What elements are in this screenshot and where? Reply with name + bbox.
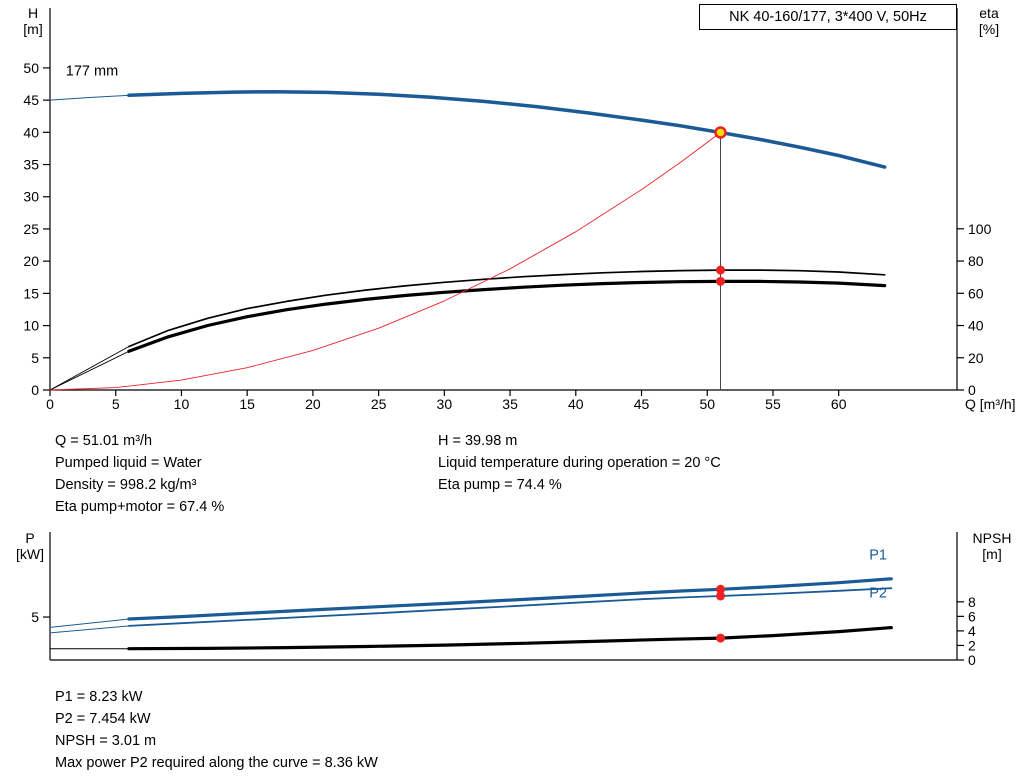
axis-tick-label: 2 — [968, 637, 976, 653]
axis-tick-label: 30 — [437, 396, 453, 412]
axis-tick-label: 20 — [23, 253, 39, 269]
axis-tick-label: 30 — [23, 189, 39, 205]
curve-eta-pump-motor-curve-lead — [49, 350, 130, 391]
info-line-p1: P1 = 8.23 kW — [55, 689, 143, 705]
axis-tick-label: 35 — [502, 396, 518, 412]
info-line-h: H = 39.98 m — [438, 433, 518, 449]
power-info: P1 = 8.23 kW P2 = 7.454 kW NPSH = 3.01 m… — [55, 686, 378, 774]
axis-tick-label: 45 — [634, 396, 650, 412]
axis-tick-label: 6 — [968, 608, 976, 624]
y-right-axis-label: eta — [979, 5, 999, 21]
curve-npsh-curve — [127, 625, 893, 651]
axis-tick-label: 40 — [568, 396, 584, 412]
curve-p1-curve-lead — [49, 618, 130, 628]
p2-dot — [716, 591, 726, 601]
axis-tick-label: 4 — [968, 623, 976, 639]
impeller-diameter-label: 177 mm — [66, 64, 118, 80]
p1-label: P1 — [869, 547, 887, 563]
curve-p1-curve — [127, 577, 893, 621]
eta-pump-motor-dot — [716, 276, 726, 286]
axis-tick-label: 8 — [968, 594, 976, 610]
x-axis-label: Q [m³/h] — [965, 396, 1016, 412]
axis-tick-label: 35 — [23, 157, 39, 173]
axis-tick-label: 50 — [23, 60, 39, 76]
y-left-axis-label: P — [25, 530, 34, 546]
axis-tick-label: 100 — [968, 221, 992, 237]
axis-tick-label: 60 — [968, 285, 984, 301]
y-right-axis-label: [%] — [979, 21, 999, 37]
curve-eta-pump-curve — [128, 269, 886, 348]
info-line-liquid: Pumped liquid = Water — [55, 455, 202, 471]
duty-info-right: H = 39.98 m Liquid temperature during op… — [438, 430, 721, 496]
curve-p2-curve-lead — [49, 625, 130, 634]
y-right-axis-label: [m] — [982, 546, 1001, 562]
axis-tick-label: 15 — [239, 396, 255, 412]
axis-tick-label: 50 — [699, 396, 715, 412]
axis-tick-label: 0 — [968, 652, 976, 668]
y-right-axis-label: NPSH — [973, 530, 1012, 546]
pump-title-box: NK 40-160/177, 3*400 V, 50Hz — [699, 4, 957, 30]
info-line-temperature: Liquid temperature during operation = 20… — [438, 455, 721, 471]
axis-tick-label: 0 — [46, 396, 54, 412]
axis-tick-label: 45 — [23, 92, 39, 108]
axis-tick-label: 55 — [765, 396, 781, 412]
eta-pump-dot — [716, 265, 726, 275]
p1-dot — [716, 584, 726, 594]
info-line-density: Density = 998.2 kg/m³ — [55, 477, 197, 493]
axis-tick-label: 60 — [831, 396, 847, 412]
axis-tick-label: 10 — [23, 318, 39, 334]
info-line-max-power: Max power P2 required along the curve = … — [55, 755, 378, 771]
axis-tick-label: 40 — [23, 124, 39, 140]
info-line-npsh: NPSH = 3.01 m — [55, 733, 157, 749]
pump-title: NK 40-160/177, 3*400 V, 50Hz — [729, 9, 927, 25]
axis-tick-label: 5 — [112, 396, 120, 412]
info-line-eta-pump-motor: Eta pump+motor = 67.4 % — [55, 499, 225, 515]
info-line-p2: P2 = 7.454 kW — [55, 711, 151, 727]
curve-eta-pump-motor-curve — [127, 279, 887, 353]
axis-tick-label: 10 — [174, 396, 190, 412]
curve-eta-pump-curve-lead — [49, 346, 130, 391]
axis-tick-label: 5 — [31, 350, 39, 366]
axis-tick-label: 0 — [31, 382, 39, 398]
y-left-axis-label: H — [28, 5, 38, 21]
info-line-q: Q = 51.01 m³/h — [55, 433, 153, 449]
axis-tick-label: 20 — [305, 396, 321, 412]
p2-label: P2 — [869, 586, 887, 602]
duty-point — [714, 126, 727, 139]
axis-tick-label: 40 — [968, 318, 984, 334]
curve-head-curve — [127, 89, 887, 169]
info-line-eta-pump: Eta pump = 74.4 % — [438, 477, 562, 493]
y-left-axis-label: [kW] — [16, 546, 44, 562]
curve-system-curve — [49, 132, 721, 391]
curve-p2-curve — [127, 587, 893, 627]
axis-tick-label: 25 — [23, 221, 39, 237]
axis-tick-label: 25 — [371, 396, 387, 412]
qh-eta-chart: 0 5 10 15 20 25 30 35 40 45 50 0 20 40 60 80 100 0 5 10 15 20… — [23, 5, 1016, 412]
npsh-dot — [716, 633, 726, 643]
curve-head-curve-lead — [49, 94, 130, 101]
axis-tick-label: 80 — [968, 253, 984, 269]
duty-info-left: Q = 51.01 m³/h Pumped liquid = Water Den… — [55, 430, 224, 518]
axis-tick-label: 15 — [23, 285, 39, 301]
axis-tick-label: 5 — [31, 609, 39, 625]
axis-tick-label: 0 — [968, 382, 976, 398]
y-left-axis-label: [m] — [23, 21, 42, 37]
axis-tick-label: 20 — [968, 350, 984, 366]
